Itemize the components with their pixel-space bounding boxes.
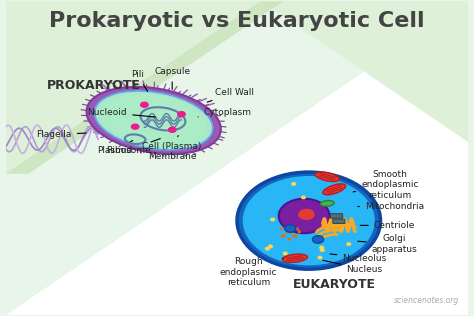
Circle shape (178, 112, 185, 117)
Text: Capsule: Capsule (154, 67, 190, 89)
Text: Cytoplasm: Cytoplasm (198, 108, 252, 117)
Circle shape (301, 196, 305, 199)
Text: Nucleolus: Nucleolus (330, 254, 386, 263)
Ellipse shape (315, 172, 339, 181)
Circle shape (265, 247, 269, 250)
Circle shape (141, 102, 148, 107)
Polygon shape (260, 1, 468, 142)
Circle shape (271, 218, 274, 221)
Ellipse shape (320, 201, 334, 206)
Ellipse shape (87, 87, 221, 154)
Text: Golgi
apparatus: Golgi apparatus (358, 234, 417, 254)
Text: Nucleoid: Nucleoid (88, 108, 155, 117)
Text: Ribosome: Ribosome (106, 139, 160, 155)
Circle shape (347, 243, 351, 245)
Circle shape (298, 209, 315, 220)
Text: Cell Wall: Cell Wall (207, 88, 254, 102)
Text: EUKARYOTE: EUKARYOTE (292, 278, 375, 291)
Circle shape (320, 249, 324, 251)
Polygon shape (6, 1, 283, 174)
Circle shape (320, 246, 324, 249)
Text: Rough
endoplasmic
reticulum: Rough endoplasmic reticulum (220, 258, 283, 287)
Text: Cell (Plasma)
Membrane: Cell (Plasma) Membrane (143, 136, 202, 161)
Text: Prokaryotic vs Eukaryotic Cell: Prokaryotic vs Eukaryotic Cell (49, 11, 425, 31)
Circle shape (269, 245, 272, 248)
Circle shape (292, 183, 295, 185)
Circle shape (243, 176, 375, 265)
Circle shape (237, 172, 381, 269)
Text: PROKARYOTE: PROKARYOTE (47, 79, 141, 92)
Circle shape (131, 124, 139, 129)
Text: Smooth
endoplasmic
reticulum: Smooth endoplasmic reticulum (353, 170, 419, 199)
Ellipse shape (95, 91, 213, 150)
Text: Pili: Pili (131, 70, 147, 91)
Text: Mitochondria: Mitochondria (358, 202, 424, 211)
Text: Nucleus: Nucleus (323, 260, 383, 274)
Ellipse shape (283, 254, 308, 262)
Text: sciencenotes.org: sciencenotes.org (394, 296, 459, 305)
Circle shape (279, 199, 329, 233)
Circle shape (312, 236, 324, 243)
Circle shape (285, 225, 296, 232)
Polygon shape (6, 1, 260, 315)
FancyBboxPatch shape (330, 214, 343, 218)
Text: Flagella: Flagella (36, 130, 86, 139)
Circle shape (168, 127, 176, 132)
FancyBboxPatch shape (333, 219, 345, 223)
Polygon shape (6, 1, 468, 315)
Ellipse shape (323, 184, 346, 195)
Circle shape (318, 256, 322, 259)
Circle shape (283, 252, 287, 255)
Ellipse shape (100, 94, 208, 147)
Text: Centriole: Centriole (360, 221, 415, 230)
Text: Plasmid: Plasmid (97, 141, 133, 155)
